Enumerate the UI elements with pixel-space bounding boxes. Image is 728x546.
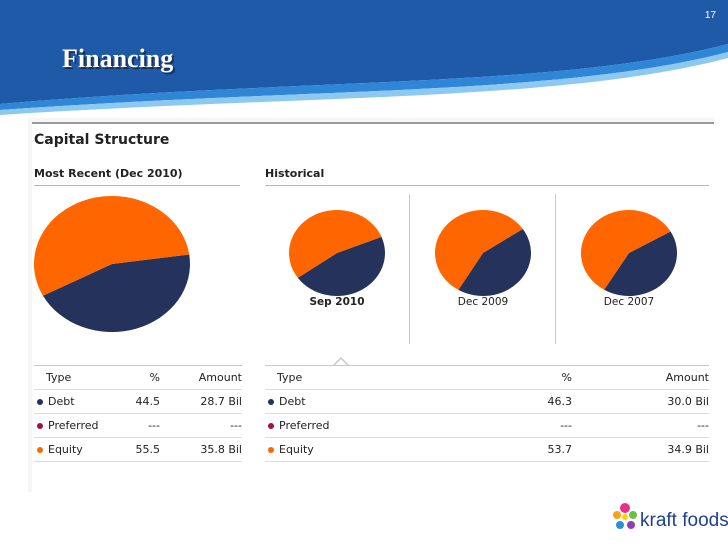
row-amount: 34.9 Bil [667,443,709,456]
row-amount: --- [697,419,709,432]
pie-slice-debt [458,228,531,296]
equity-legend-dot [268,447,274,453]
row-pct: 53.7 [547,443,573,456]
pie-slice-debt [604,231,677,296]
row-pct: --- [560,419,572,432]
row-amount: --- [230,419,242,432]
row-type: Debt [279,395,306,408]
flower-logo-icon [613,503,637,529]
capital-structure-card: Capital Structure Most Recent (Dec 2010)… [32,122,714,494]
pie-chart-dec-2007 [581,210,677,296]
col-header-amount: Amount [198,371,242,384]
selected-period-notch-fill [334,359,348,366]
row-pct: --- [148,419,160,432]
row-amount: 28.7 Bil [200,395,242,408]
col-header-amount: Amount [665,371,709,384]
equity-legend-dot [37,447,43,453]
pie-slice-equity [33,195,190,296]
historical-divider [409,194,410,344]
row-type: Preferred [279,419,330,432]
pie-label-dec-2009[interactable]: Dec 2009 [457,296,509,308]
panel-title: Capital Structure [34,132,170,148]
preferred-legend-dot [268,423,274,429]
row-type: Equity [279,443,314,456]
debt-legend-dot [37,399,43,405]
pie-slice-equity [435,210,523,290]
table-row: Equity 55.5 35.8 Bil [34,438,242,462]
table-row: Preferred --- --- [34,414,242,438]
most-recent-title: Most Recent (Dec 2010) [34,167,240,186]
slide-title: Financing [62,44,174,73]
row-pct: 55.5 [135,443,161,456]
col-header-type: Type [277,371,303,384]
pie-chart-dec-2009 [435,210,531,296]
kraft-foods-logo: kraft foods [610,500,728,540]
pie-slice-debt [297,236,385,296]
row-type: Preferred [48,419,99,432]
logo-wordmark: kraft foods [640,510,728,531]
preferred-legend-dot [37,423,43,429]
pie-label-dec-2007[interactable]: Dec 2007 [603,296,655,308]
historical-divider [555,194,556,344]
debt-legend-dot [268,399,274,405]
recent-capital-table: Type % Amount Debt 44.5 28.7 Bil Preferr… [34,365,242,462]
row-amount: 30.0 Bil [667,395,709,408]
col-header-pct: % [149,371,160,384]
table-row: Debt 46.3 30.0 Bil [265,390,709,414]
pie-slice-debt [43,254,190,332]
row-type: Equity [48,443,83,456]
slide-header: 17 Financing [0,0,728,115]
pie-slice-equity [289,210,382,278]
slide-number: 17 [704,10,716,21]
pie-chart-most-recent [33,195,190,332]
table-row: Preferred --- --- [265,414,709,438]
col-header-type: Type [46,371,72,384]
row-pct: 44.5 [135,395,161,408]
table-header-row: Type % Amount [265,366,709,390]
historical-capital-table: Type % Amount Debt 46.3 30.0 Bil Preferr… [265,365,709,462]
capital-structure-panel: Capital Structure Most Recent (Dec 2010)… [28,118,714,494]
historical-title: Historical [265,167,709,186]
header-wave-background [0,0,728,115]
table-row: Equity 53.7 34.9 Bil [265,438,709,462]
row-amount: 35.8 Bil [200,443,242,456]
pie-label-sep-2010[interactable]: Sep 2010 [309,296,365,308]
pie-slice-equity [581,210,671,290]
col-header-pct: % [561,371,572,384]
row-type: Debt [48,395,75,408]
table-header-row: Type % Amount [34,366,242,390]
row-pct: 46.3 [547,395,573,408]
table-row: Debt 44.5 28.7 Bil [34,390,242,414]
pie-chart-sep-2010 [289,210,385,296]
